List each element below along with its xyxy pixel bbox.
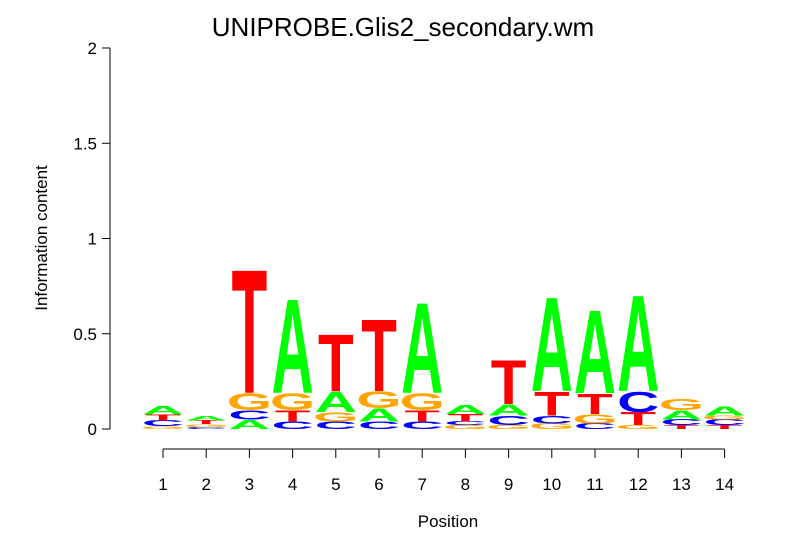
logo-letter-C: C [315, 419, 357, 431]
logo-letter-A: A [185, 414, 227, 421]
logo-letter-C: C [617, 385, 659, 418]
x-tick-label: 4 [288, 475, 297, 494]
logo-letter-T: T [404, 407, 440, 425]
logo-letter-C: C [185, 427, 227, 430]
x-tick-label: 11 [586, 475, 604, 494]
logo-letter-C: C [704, 418, 746, 427]
logo-letter-G: G [400, 389, 445, 415]
logo-letter-T: T [534, 385, 570, 423]
x-tick-label: 13 [672, 475, 691, 494]
logo-letter-G: G [486, 424, 531, 430]
logo-letter-T: T [361, 297, 397, 413]
logo-letter-T: T [318, 318, 354, 409]
logo-letter-C: C [358, 419, 400, 431]
x-tick-label: 9 [504, 475, 513, 494]
x-axis-title: Position [418, 512, 478, 531]
x-tick-label: 5 [331, 475, 340, 494]
y-tick-label: 1.5 [73, 134, 97, 153]
logo-letter-A: A [444, 402, 486, 417]
logo-letter-A: A [228, 417, 270, 432]
logo-letter-G: G [227, 389, 272, 415]
logo-letter-G: G [313, 409, 358, 424]
logo-letter-G: G [184, 424, 229, 428]
x-tick-label: 1 [158, 475, 167, 494]
logo-letter-T: T [448, 412, 484, 424]
logo-letter-T: T [664, 424, 700, 430]
logo-letter-G: G [356, 387, 401, 413]
logo-letter-A: A [488, 402, 530, 420]
x-tick-label: 3 [245, 475, 254, 494]
y-tick-label: 1 [88, 230, 97, 249]
logo-letter-T: T [275, 407, 311, 425]
logo-letter-A: A [142, 404, 184, 417]
logo-letter-T: T [620, 409, 656, 430]
chart-title: UNIPROBE.Glis2_secondary.wm [212, 12, 594, 42]
y-tick-label: 0.5 [73, 325, 97, 344]
logo-letter-A: A [531, 270, 573, 421]
logo-letter-T: T [232, 233, 268, 430]
logo-letter-C: C [142, 419, 184, 428]
logo-letter-C: C [272, 419, 314, 431]
logo-letter-T: T [707, 424, 743, 430]
logo-letter-T: T [491, 347, 527, 418]
logo-letter-G: G [659, 396, 704, 414]
logo-letter-A: A [574, 285, 616, 418]
logo-letter-A: A [401, 277, 443, 421]
logo-letter-A: A [272, 272, 314, 423]
logo-letter-T: T [577, 387, 613, 420]
y-tick-label: 0 [88, 420, 97, 439]
logo-letter-A: A [660, 408, 702, 423]
logo-letter-G: G [702, 415, 747, 421]
x-tick-label: 7 [417, 475, 426, 494]
y-tick-label: 2 [88, 39, 97, 58]
logo-letter-C: C [401, 419, 443, 431]
logo-letter-A: A [704, 404, 746, 419]
x-tick-label: 8 [461, 475, 470, 494]
logo-letter-C: C [660, 418, 702, 427]
logo-letter-C: C [488, 413, 530, 428]
logo-letter-G: G [529, 422, 574, 431]
logo-letter-T: T [188, 420, 224, 426]
logo-letter-C: C [574, 422, 616, 431]
logo-letter-C: C [531, 414, 573, 426]
y-axis: 0 0.5 1 1.5 2 [73, 39, 111, 439]
logo-letter-A: A [617, 267, 659, 421]
logo-letter-A: A [315, 385, 357, 418]
x-tick-label: 10 [542, 475, 561, 494]
logo-letter-G: G [270, 389, 315, 415]
logo-letter-G: G [572, 411, 617, 426]
logo-letter-T: T [145, 413, 181, 422]
x-tick-label: 12 [629, 475, 648, 494]
logo-letter-G: G [616, 424, 661, 430]
logo-letter-G: G [140, 425, 185, 429]
x-tick-label: 6 [374, 475, 383, 494]
logo-letter-A: A [358, 405, 400, 426]
logo-letter-C: C [444, 420, 486, 426]
x-tick-label: 14 [715, 475, 734, 494]
x-axis: 1 2 3 4 5 6 7 8 9 10 11 12 13 14 [158, 448, 734, 494]
y-axis-title: Information content [32, 165, 51, 311]
logo-letter-G: G [443, 424, 488, 430]
x-tick-label: 2 [201, 475, 210, 494]
logo-letter-C: C [228, 408, 270, 423]
